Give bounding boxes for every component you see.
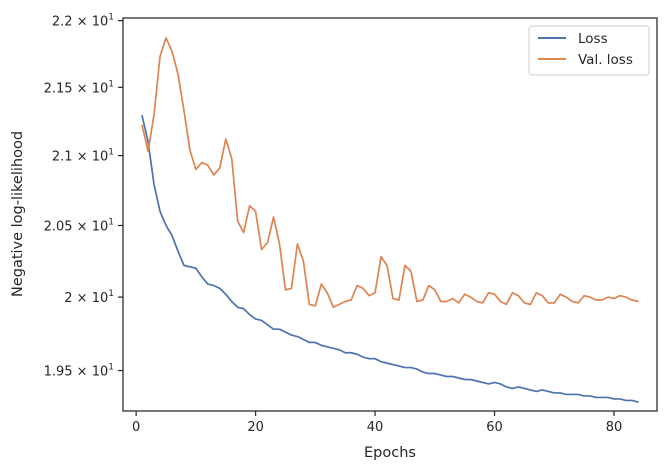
legend-label-loss: Loss (578, 31, 608, 47)
y-tick-label: 2.1 × 101 (52, 148, 114, 165)
axes-frame (122, 17, 658, 412)
x-axis: 0 20 40 60 80 (132, 411, 622, 435)
x-tick-label: 20 (247, 420, 264, 435)
x-tick-label: 60 (486, 420, 503, 435)
legend: Loss Val. loss (528, 25, 650, 76)
y-axis: 1.95 × 101 2 × 101 2.05 × 101 2.1 × 101 2.15… (44, 13, 123, 380)
y-tick-label: 2.2 × 101 (52, 13, 114, 30)
series-line-0 (141, 114, 639, 403)
series-line-1 (141, 36, 639, 309)
y-tick-label: 2.05 × 101 (44, 217, 114, 234)
x-axis-label: Epochs (364, 445, 416, 461)
y-tick-label: 2.15 × 101 (44, 79, 114, 96)
y-tick-label: 1.95 × 101 (44, 363, 114, 380)
x-tick-label: 40 (367, 420, 384, 435)
y-tick-label: 2 × 101 (64, 289, 114, 306)
y-axis-label: Negative log-likelihood (10, 131, 26, 297)
legend-label-val-loss: Val. loss (578, 52, 633, 68)
plot-lines (141, 36, 639, 403)
x-tick-label: 0 (132, 420, 140, 435)
x-tick-label: 80 (606, 420, 623, 435)
